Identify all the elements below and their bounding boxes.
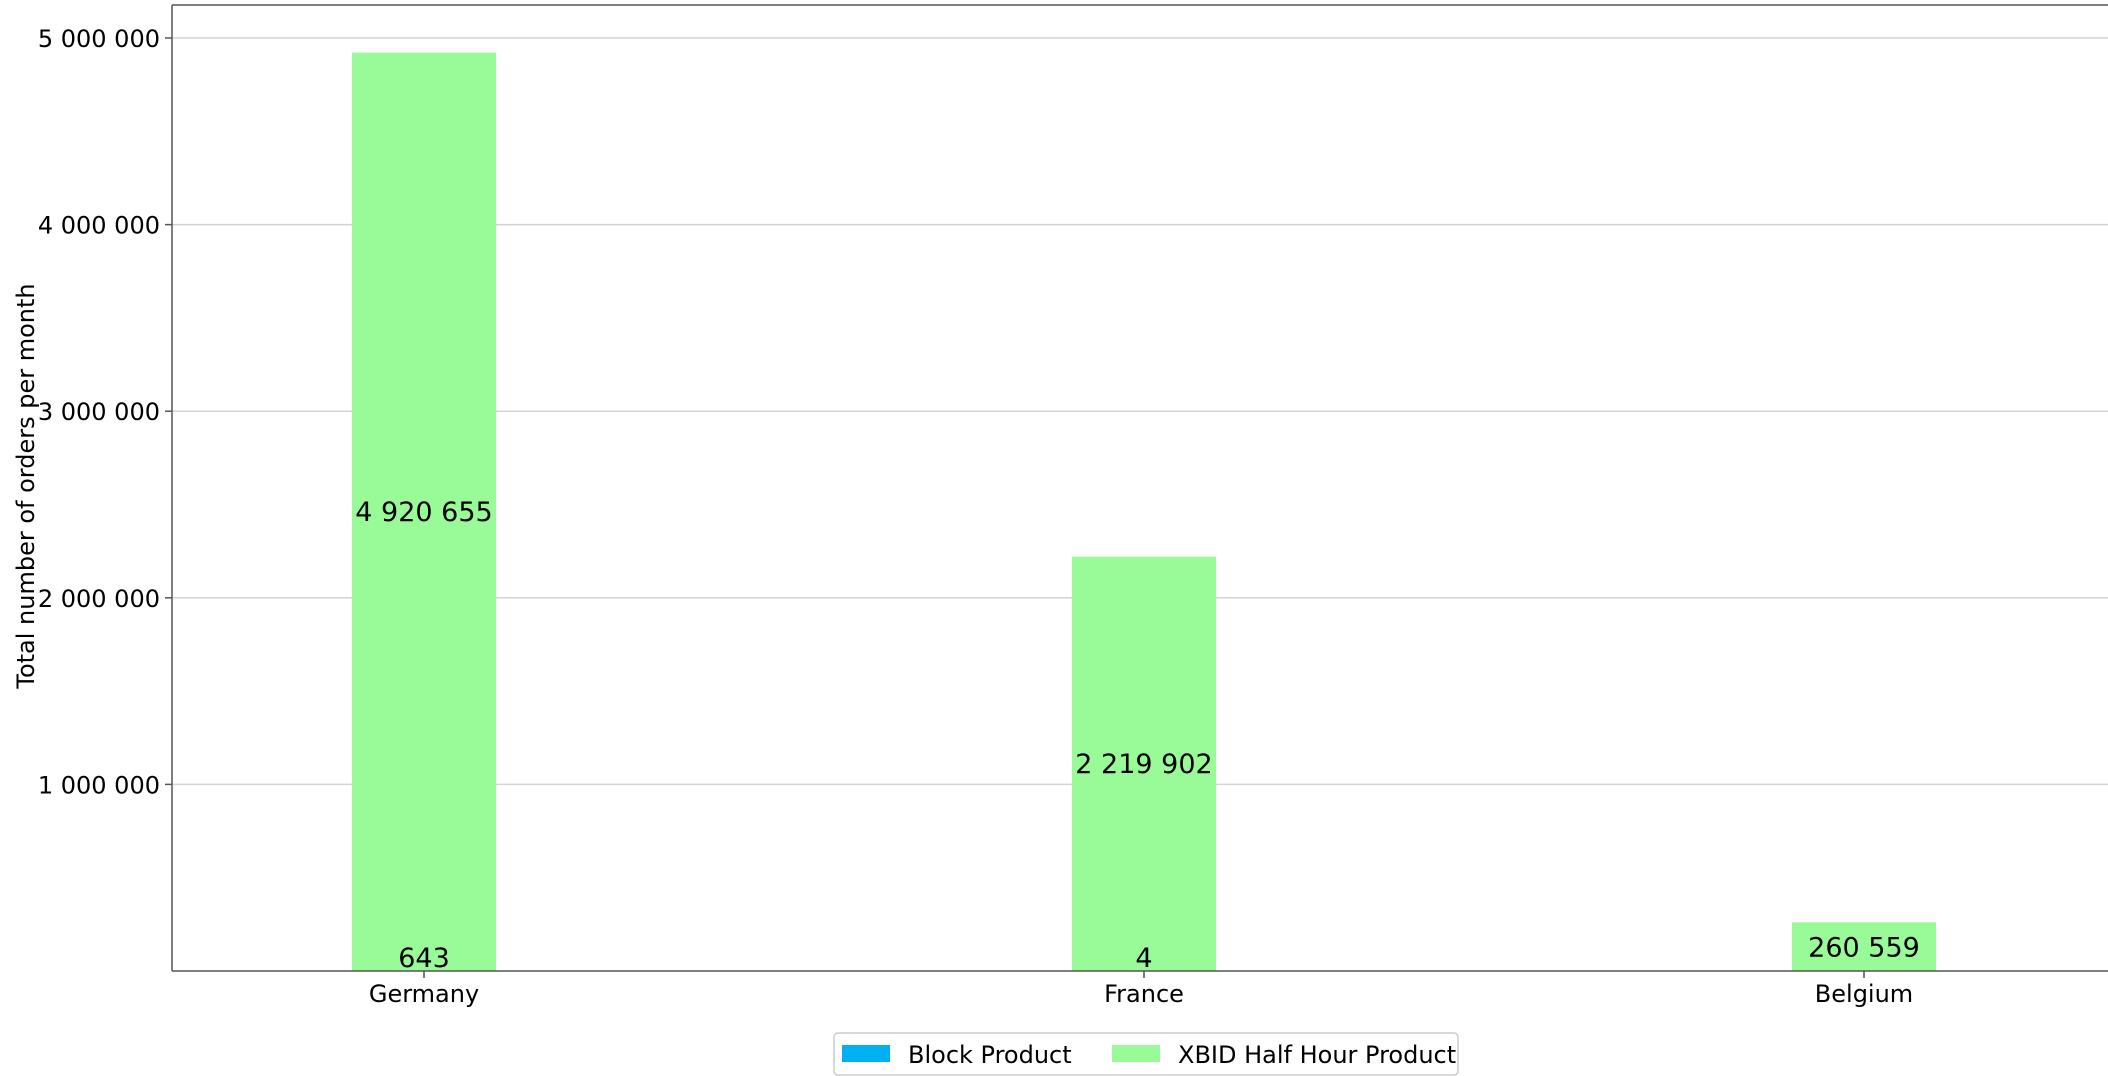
axes [171,4,2108,972]
y-tick-label: 1 000 000 [38,771,160,799]
legend: Block Product XBID Half Hour Product [833,1032,1459,1076]
bar-xbid-half-hour-france [1072,556,1216,971]
bar-xbid-half-hour-belgium [1792,922,1936,971]
bars [352,52,1936,971]
x-axis-ticks: Germany France Belgium [369,971,1913,1008]
x-tick-label: France [1104,980,1184,1008]
y-tick-label: 5 000 000 [38,25,160,53]
legend-swatch [1112,1045,1160,1062]
bar-xbid-half-hour-germany [352,52,496,971]
y-tick-label: 2 000 000 [38,585,160,613]
x-tick-label: Germany [369,980,479,1008]
legend-items: Block Product XBID Half Hour Product [842,1041,1456,1069]
legend-label: XBID Half Hour Product [1178,1041,1456,1069]
bar-value-label: 4 920 655 [355,497,492,528]
legend-label: Block Product [908,1041,1072,1069]
y-tick-label: 3 000 000 [38,398,160,426]
bar-labels: 643 4 920 655 4 2 219 902 260 559 [355,497,1920,974]
x-tick-label: Belgium [1815,980,1913,1008]
y-tick-label: 4 000 000 [38,212,160,240]
legend-swatch [842,1045,890,1062]
y-axis-ticks: 1 000 000 2 000 000 3 000 000 4 000 000 5 00… [38,25,172,799]
bar-value-label: 260 559 [1808,933,1920,964]
y-axis-title: Total number of orders per month [12,283,40,689]
bar-value-label: 4 [1135,943,1152,974]
bar-value-label: 643 [398,943,450,974]
bar-value-label: 2 219 902 [1075,749,1212,780]
